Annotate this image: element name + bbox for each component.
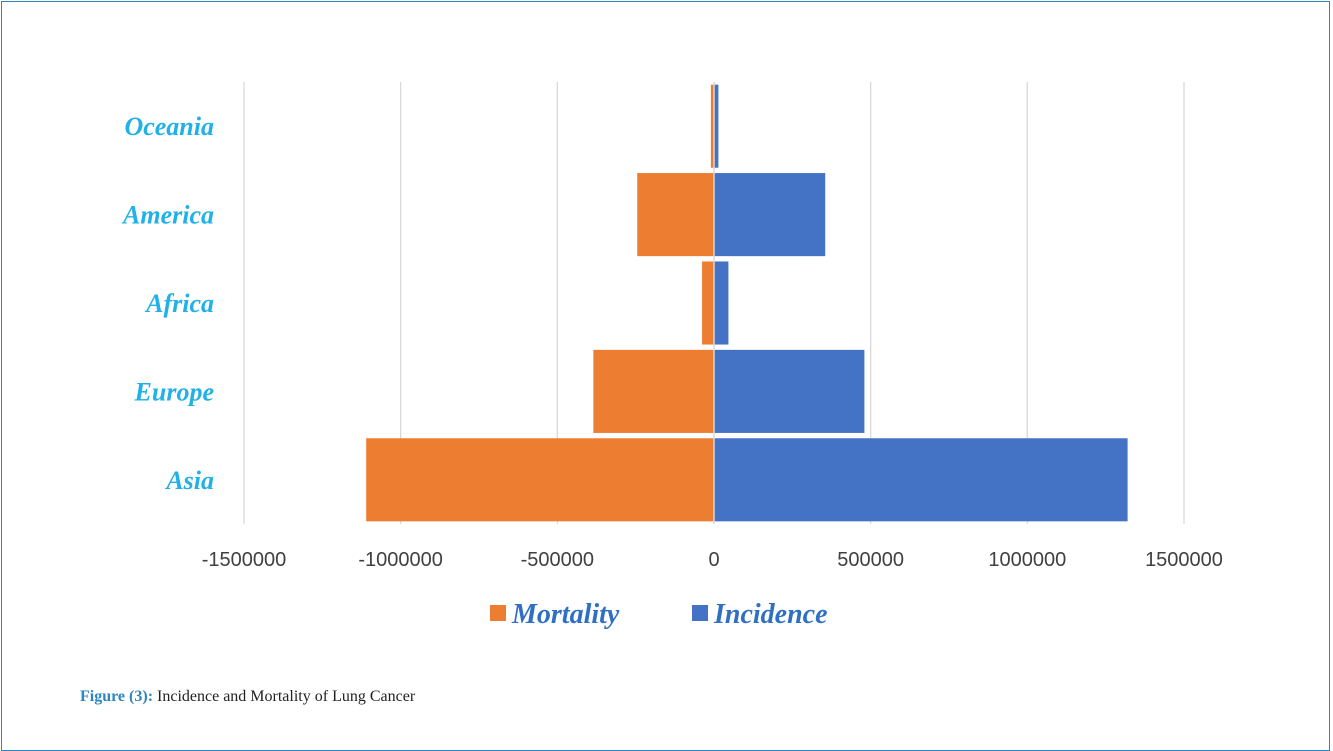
category-label-asia: Asia (164, 466, 214, 495)
legend-swatch-mortality (490, 605, 506, 621)
mortality-bar-africa (702, 261, 714, 345)
mortality-bar-asia (366, 438, 714, 522)
mortality-bar-europe (593, 349, 714, 433)
legend-label-incidence: Incidence (713, 599, 828, 630)
x-tick-label: -1500000 (202, 549, 287, 571)
incidence-bar-america (714, 173, 826, 257)
x-tick-label: -1000000 (358, 549, 443, 571)
x-tick-label: -500000 (521, 549, 594, 571)
legend-label-mortality: Mortality (511, 599, 620, 630)
category-label-africa: Africa (144, 289, 214, 318)
incidence-bar-africa (714, 261, 729, 345)
x-tick-label: 1500000 (1145, 549, 1223, 571)
x-tick-label: 500000 (837, 549, 904, 571)
incidence-bar-asia (714, 438, 1128, 522)
figure-label: Figure (3): (80, 688, 154, 705)
legend-swatch-incidence (692, 605, 708, 621)
incidence-bar-europe (714, 349, 865, 433)
mortality-bar-america (637, 173, 714, 257)
figure-caption: Figure (3): Incidence and Mortality of L… (80, 688, 415, 706)
category-label-america: America (121, 201, 214, 230)
category-label-europe: Europe (134, 377, 214, 406)
category-label-oceania: Oceania (124, 112, 214, 141)
caption-text: Incidence and Mortality of Lung Cancer (153, 688, 416, 705)
x-tick-label: 0 (708, 549, 719, 571)
x-tick-label: 1000000 (988, 549, 1066, 571)
lung-cancer-chart: Oceania America Africa Europe Asia -1500000 -1… (121, 82, 1223, 630)
incidence-bar-oceania (714, 84, 719, 168)
mortality-bar-oceania (710, 84, 714, 168)
